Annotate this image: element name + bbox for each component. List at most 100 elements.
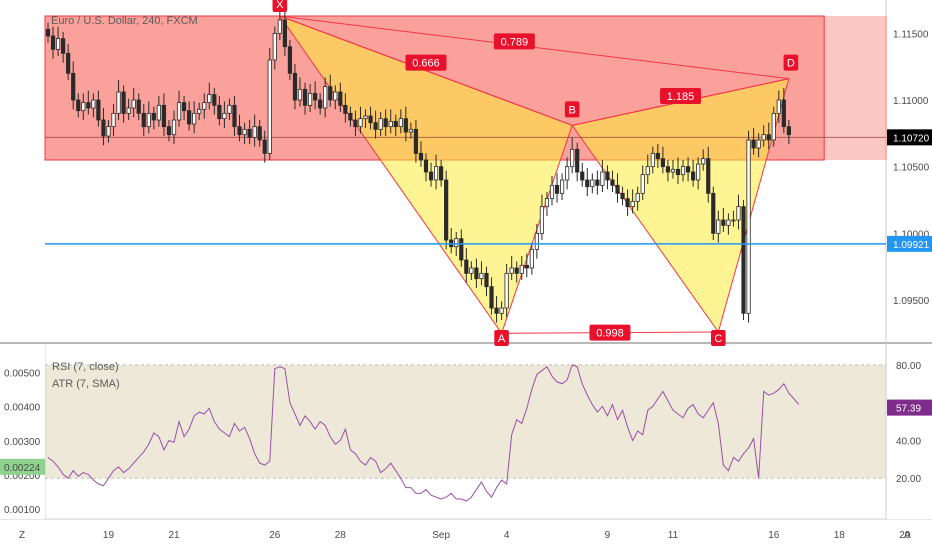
candle-body <box>509 267 514 274</box>
point-label-a[interactable]: A <box>494 330 509 346</box>
candle-body <box>378 118 383 130</box>
candle-body <box>696 163 701 181</box>
point-label-b-text[interactable]: B <box>568 104 575 116</box>
candle-body <box>267 59 272 154</box>
candle-body <box>252 126 257 138</box>
candle <box>585 168 590 196</box>
candle-body <box>706 158 711 194</box>
candle-body <box>620 192 625 200</box>
candle-body <box>433 166 439 181</box>
candle <box>262 130 267 163</box>
ratio-label-0-998-text[interactable]: 0.998 <box>596 328 624 340</box>
candle <box>323 77 328 118</box>
candle-body <box>131 99 136 109</box>
point-label-x-text[interactable]: X <box>276 0 284 11</box>
candle-body <box>408 128 413 133</box>
point-label-x[interactable]: X <box>272 0 288 12</box>
ratio-label-0-666-text[interactable]: 0.666 <box>412 58 440 70</box>
candle-body <box>675 168 681 176</box>
point-label-d[interactable]: D <box>783 54 799 71</box>
ratio-label-0-789-bg[interactable] <box>493 33 535 50</box>
candle <box>781 88 786 134</box>
candle-body <box>116 91 121 114</box>
ratio-label-1-185-bg[interactable] <box>660 88 702 104</box>
candle <box>469 261 474 280</box>
candle-body <box>756 139 761 149</box>
candle-body <box>181 102 187 112</box>
candle <box>640 165 645 200</box>
point-label-c-bg[interactable] <box>711 330 726 346</box>
candle-body <box>96 99 101 121</box>
candle-body <box>373 122 378 130</box>
candle <box>55 26 61 56</box>
candle <box>620 186 625 206</box>
point-label-b-bg[interactable] <box>564 101 580 118</box>
candle <box>363 109 368 128</box>
candle <box>600 160 605 192</box>
rsi-axis-bg[interactable] <box>887 344 932 519</box>
pattern-labels[interactable]: X A B C D 0.666 0.789 1.185 0.998 <box>272 0 799 346</box>
candle <box>509 256 514 280</box>
candle <box>81 93 86 120</box>
candle <box>514 261 519 283</box>
chart-title: Euro / U.S. Dollar, 240, FXCM <box>51 15 198 27</box>
candle <box>559 173 565 200</box>
candle-body <box>81 102 86 112</box>
candle <box>539 194 545 240</box>
candle-body <box>524 264 529 269</box>
candle-body <box>126 107 131 114</box>
point-label-x-bg[interactable] <box>272 0 288 12</box>
candle-body <box>413 128 419 154</box>
point-label-a-text[interactable]: A <box>498 333 506 345</box>
candle <box>136 93 141 120</box>
point-label-a-bg[interactable] <box>494 330 509 346</box>
point-label-d-bg[interactable] <box>783 54 799 71</box>
candle-body <box>383 118 388 128</box>
candle-body <box>640 174 645 194</box>
point-label-c[interactable]: C <box>711 330 726 346</box>
candle-body <box>222 112 227 120</box>
candle <box>202 93 207 119</box>
candle-body <box>630 200 635 208</box>
point-label-c-text[interactable]: C <box>714 333 722 345</box>
ratio-label-0-998[interactable]: 0.998 <box>589 324 631 341</box>
point-label-d-text[interactable]: D <box>787 58 795 70</box>
candle-body <box>398 118 403 128</box>
candle-body <box>257 126 262 141</box>
pattern-xbd[interactable] <box>279 15 789 126</box>
ratio-label-1-185[interactable]: 1.185 <box>660 88 702 104</box>
atr-axis-bg[interactable] <box>0 344 45 519</box>
candle <box>670 160 676 179</box>
ratio-label-0-998-bg[interactable] <box>589 324 631 341</box>
time-axis-bg[interactable] <box>0 520 932 550</box>
ratio-label-1-185-text[interactable]: 1.185 <box>667 91 695 103</box>
price-tick-label: 1.11000 <box>893 96 929 107</box>
candle <box>61 32 66 63</box>
ratio-label-0-789[interactable]: 0.789 <box>493 33 535 50</box>
time-tick-label: 20 <box>899 530 911 541</box>
ratio-label-0-666-bg[interactable] <box>405 54 447 71</box>
indicator-pane[interactable] <box>0 344 886 519</box>
candle-body <box>554 184 560 194</box>
candle-body <box>368 115 373 124</box>
point-label-b[interactable]: B <box>564 101 580 118</box>
price-tick-label: 1.10000 <box>893 229 930 240</box>
candle-body <box>655 152 660 160</box>
atr-current-bg <box>0 458 45 475</box>
time-tick-label: 9 <box>605 530 611 541</box>
candle-body <box>580 171 585 181</box>
zoom-button[interactable]: Z <box>19 530 25 541</box>
candle <box>635 186 640 211</box>
candle <box>554 173 560 203</box>
candle <box>247 120 252 144</box>
price-axis-bg[interactable] <box>887 0 932 342</box>
ratio-label-0-789-text[interactable]: 0.789 <box>501 36 529 48</box>
auto-scale-button[interactable]: A <box>904 530 911 541</box>
candle <box>726 213 731 235</box>
candle-body <box>605 171 610 181</box>
ratio-label-0-666[interactable]: 0.666 <box>405 54 447 71</box>
candle <box>50 26 56 59</box>
candle <box>428 162 434 187</box>
